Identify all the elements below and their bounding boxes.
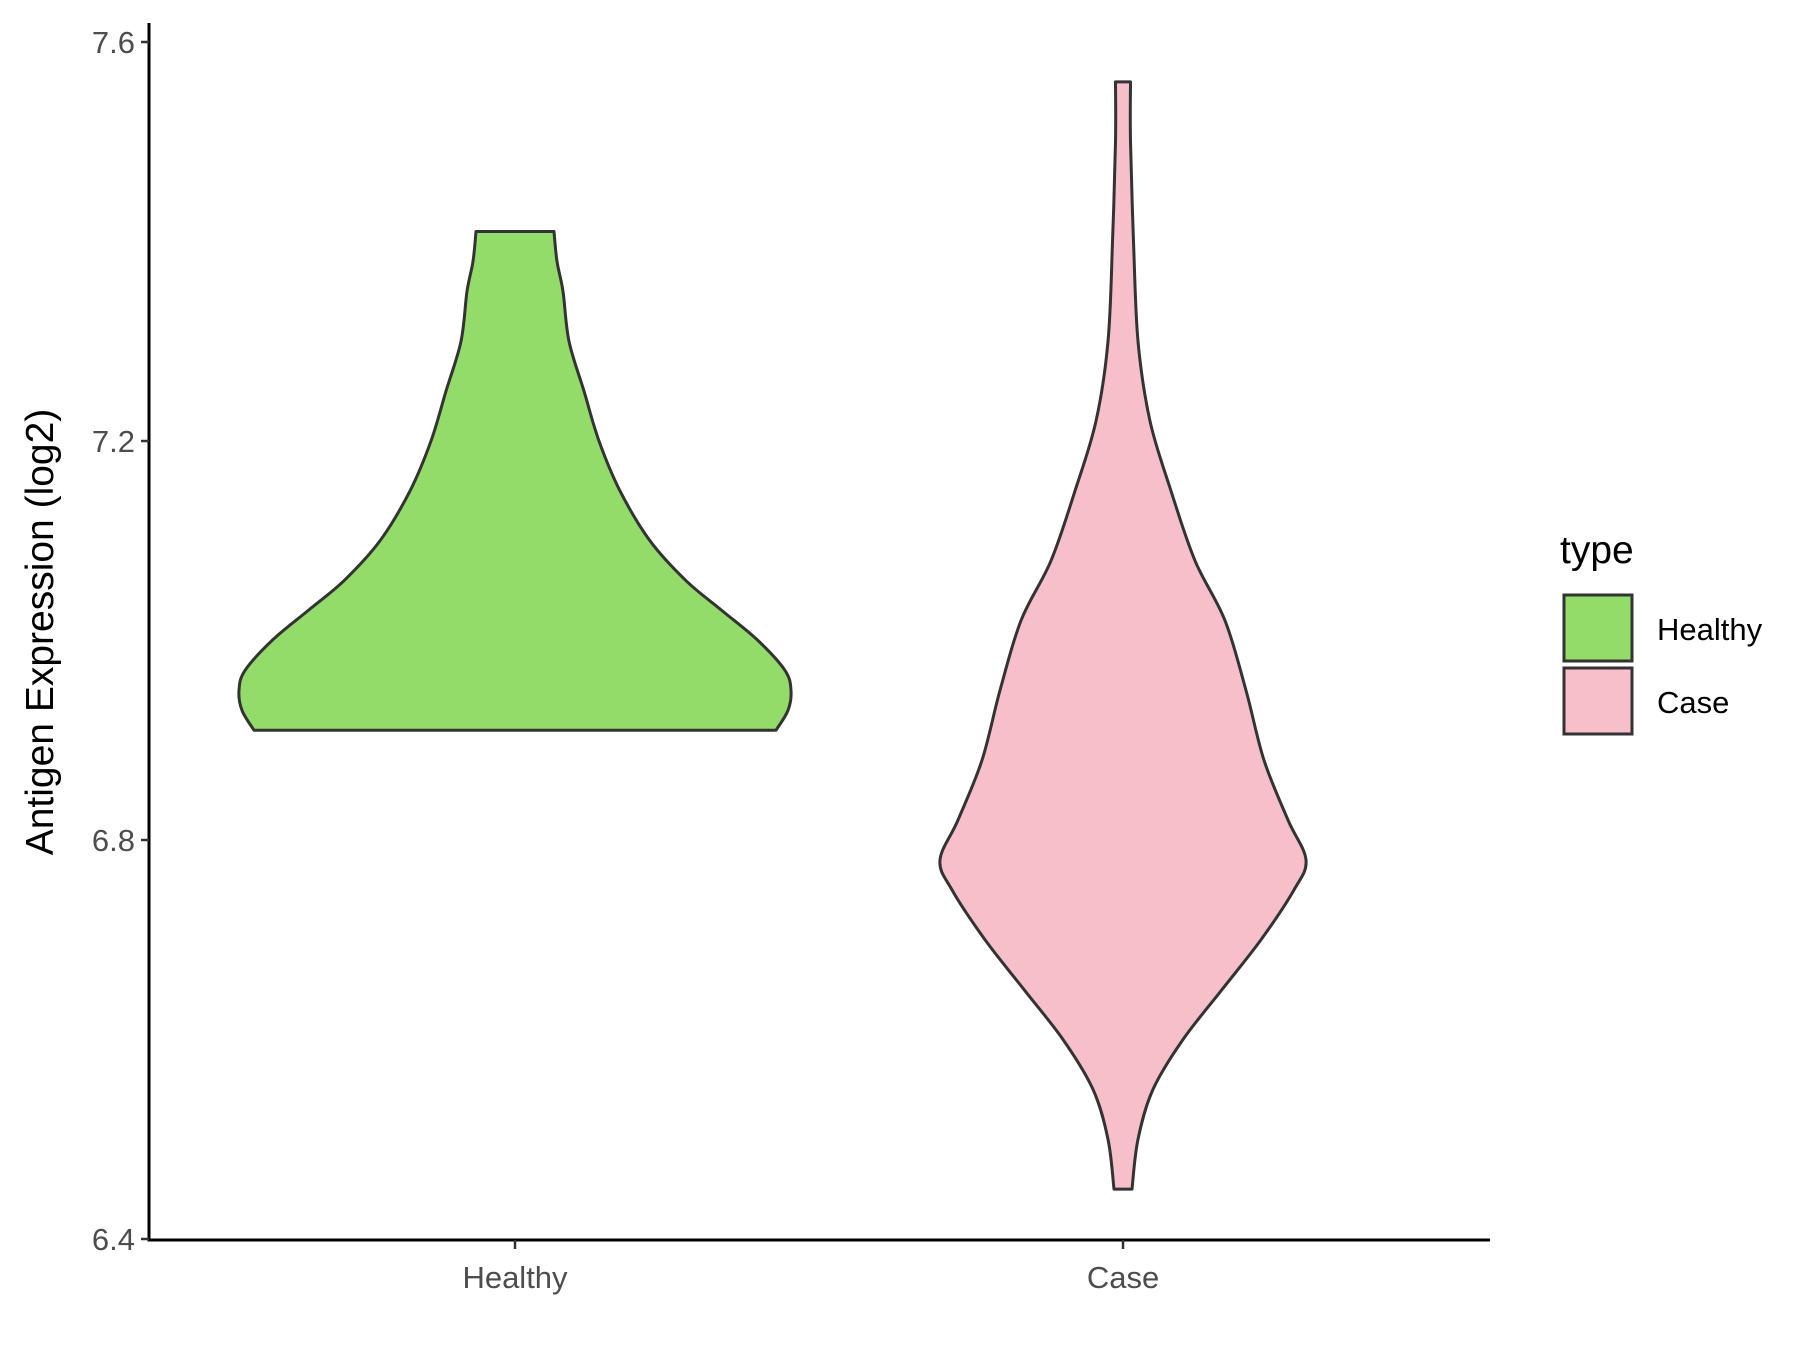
- y-axis-ticks: 6.4 6.8 7.2 7.6: [92, 25, 149, 1257]
- y-tick-label: 7.6: [92, 25, 135, 60]
- legend-key-healthy: [1562, 593, 1634, 663]
- violins-layer: [237, 80, 1308, 1191]
- y-axis-title: Antigen Expression (log2): [19, 409, 62, 856]
- legend-key-case: [1562, 666, 1634, 736]
- x-axis-ticks: Healthy Case: [462, 1240, 1159, 1295]
- y-tick-label: 6.8: [92, 823, 135, 858]
- legend-label-healthy: Healthy: [1657, 612, 1763, 647]
- legend: type Healthy Case: [1560, 529, 1763, 736]
- violin-healthy: [237, 230, 793, 732]
- legend-label-case: Case: [1657, 685, 1729, 720]
- x-tick-label-case: Case: [1087, 1260, 1159, 1295]
- y-tick-label: 6.4: [92, 1222, 135, 1257]
- legend-title: type: [1560, 529, 1634, 572]
- x-tick-label-healthy: Healthy: [462, 1260, 568, 1295]
- y-tick-label: 7.2: [92, 424, 135, 459]
- violin-case: [938, 80, 1308, 1191]
